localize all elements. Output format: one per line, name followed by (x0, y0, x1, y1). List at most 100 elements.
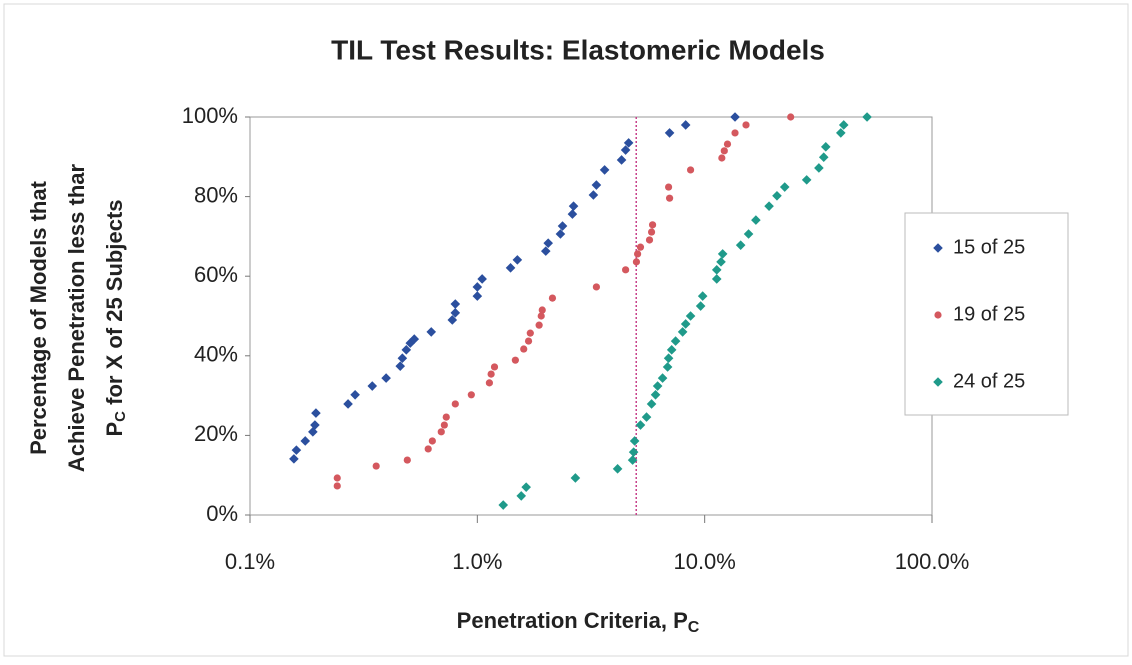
data-point (627, 455, 638, 465)
data-point (818, 152, 829, 162)
data-point (300, 436, 311, 446)
data-point (862, 112, 872, 122)
data-point (308, 427, 318, 437)
y-tick-label: 20% (194, 421, 238, 446)
data-point (592, 283, 600, 291)
data-point (751, 215, 761, 225)
data-point (505, 263, 516, 273)
data-point (663, 353, 674, 363)
data-point (662, 362, 673, 372)
data-point (397, 353, 408, 363)
data-point (711, 265, 722, 275)
data-point (333, 482, 341, 490)
data-point (650, 390, 661, 400)
x-label-sub: C (688, 619, 700, 636)
data-point (697, 291, 708, 301)
data-point (537, 312, 545, 320)
data-point (450, 308, 461, 318)
data-point (540, 246, 551, 256)
x-tick-label: 100.0% (895, 549, 970, 574)
data-point (311, 408, 321, 418)
x-tick-label: 0.1% (225, 549, 275, 574)
y-label-line: PC for X of 25 Subjects (102, 199, 129, 436)
data-point (629, 436, 640, 446)
data-point (599, 165, 610, 175)
data-point (641, 412, 652, 422)
data-point (467, 391, 475, 399)
data-point (634, 250, 642, 258)
y-tick-label: 40% (194, 342, 238, 367)
legend-box (904, 212, 1069, 416)
x-label-main: Penetration Criteria, P (457, 608, 688, 633)
data-point (424, 445, 432, 453)
data-point (711, 274, 722, 284)
data-point (622, 266, 630, 274)
data-point (543, 238, 554, 248)
data-point (516, 491, 527, 501)
data-point (490, 363, 499, 371)
data-point (289, 454, 299, 464)
data-point (772, 191, 782, 201)
data-point (350, 390, 360, 400)
data-point (485, 379, 493, 387)
data-point (403, 456, 411, 464)
data-point (616, 155, 627, 165)
data-point (623, 138, 634, 148)
data-point (838, 120, 849, 130)
data-point (731, 129, 739, 137)
data-point (632, 258, 641, 266)
data-point (535, 321, 543, 329)
data-point (764, 201, 774, 211)
data-point (477, 274, 487, 284)
data-point (520, 345, 528, 353)
data-point (521, 482, 531, 492)
data-point (428, 437, 436, 445)
data-point (367, 381, 378, 391)
data-point (567, 209, 578, 219)
data-point (401, 345, 412, 355)
data-point (291, 445, 302, 455)
data-point (570, 473, 581, 483)
data-point (670, 336, 681, 346)
data-point (820, 142, 831, 152)
data-point (555, 229, 566, 239)
data-point (648, 221, 657, 229)
data-point (723, 140, 732, 148)
y-label-line: Achieve Penetration less thar (64, 164, 89, 473)
data-point (652, 381, 663, 391)
data-point (451, 400, 459, 408)
y-tick-label: 80% (194, 182, 238, 207)
data-point (538, 306, 546, 314)
x-tick-label: 10.0% (673, 549, 735, 574)
legend-marker (933, 243, 943, 253)
data-point (591, 180, 602, 190)
data-point (568, 201, 579, 211)
data-point (395, 361, 406, 371)
data-point (437, 428, 445, 436)
x-axis-label: Penetration Criteria, PC (457, 608, 700, 636)
y-tick-label: 100% (182, 103, 238, 128)
legend-label: 15 of 25 (953, 236, 1025, 258)
data-point (665, 194, 674, 202)
y-label-p: P (102, 422, 127, 437)
data-point (310, 420, 320, 430)
data-point (647, 228, 656, 236)
data-point (742, 121, 750, 129)
data-point (511, 356, 519, 364)
data-point (787, 113, 795, 121)
data-point (646, 399, 657, 409)
data-point (716, 257, 726, 267)
data-point (665, 183, 673, 191)
legend-marker (933, 377, 943, 387)
data-point (717, 249, 728, 259)
y-tick-label: 0% (206, 501, 238, 526)
data-point (372, 462, 380, 470)
data-point (498, 500, 509, 510)
data-point (628, 447, 639, 457)
data-point (450, 299, 461, 309)
data-point (557, 221, 568, 231)
data-point (730, 112, 740, 122)
data-point (735, 240, 746, 250)
data-point (666, 345, 677, 355)
